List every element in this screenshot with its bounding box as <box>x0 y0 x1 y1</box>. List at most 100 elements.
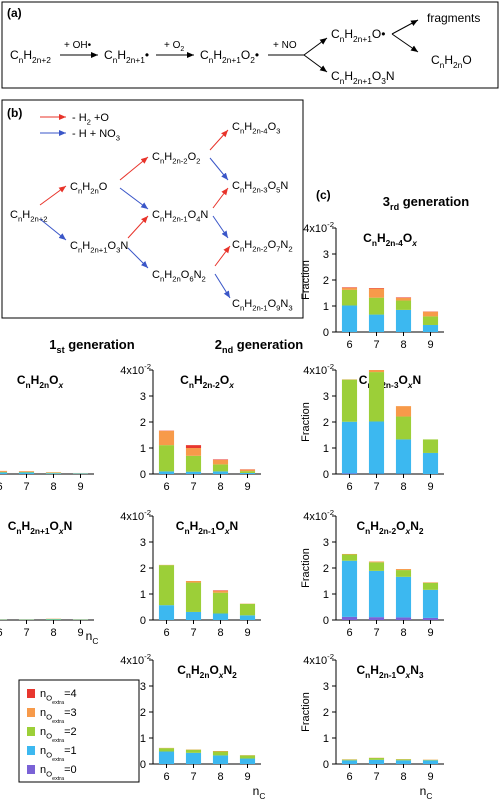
x-tick-label: 9 <box>77 627 83 639</box>
bar-segment <box>368 561 385 563</box>
bar-segment <box>368 370 385 373</box>
bar-segment <box>18 471 35 473</box>
x-tick-label: 7 <box>373 771 379 783</box>
bar-segment <box>422 582 439 590</box>
x-tick-label: 6 <box>346 627 352 639</box>
x-tick-label: 9 <box>77 481 83 493</box>
x-tick-label: 8 <box>50 627 56 639</box>
gen3-heading: 3rd generation <box>383 194 469 212</box>
bar-segment <box>185 749 202 753</box>
species-b-c4: CnH2n-1O9N3 <box>232 298 293 313</box>
bar-segment <box>341 759 358 761</box>
bar-segment <box>422 439 439 453</box>
bar-segment <box>395 760 412 764</box>
y-tick-label: 3 <box>323 681 329 693</box>
x-tick-label: 8 <box>400 339 406 351</box>
legend-label: nOextra=2 <box>40 726 77 744</box>
chart-0: 3 2 1 0 4x10-2 Fraction CnH2n-4Ox 6 7 8 9 <box>300 220 444 351</box>
x-tick-label: 6 <box>0 481 3 493</box>
legend-blue-label: - H + NO3 <box>72 128 120 143</box>
y-tick-label: 0 <box>323 469 329 481</box>
species-a-s2: CnH2n+1• <box>104 48 149 65</box>
species-b-b2: CnH2n-1O4N <box>152 209 208 224</box>
bar-segment <box>185 471 202 474</box>
chart-5: 3 2 1 0 4x10-2 CnH2n-1OxN 6 7 8 9 <box>120 508 261 639</box>
panel-c-label: (c) <box>316 188 331 202</box>
chart-title: CnH2n-4Ox <box>363 231 417 248</box>
bar-segment <box>395 416 412 440</box>
bar-segment <box>239 758 256 764</box>
xlabel-gen1: nC <box>86 629 99 646</box>
x-tick-label: 6 <box>163 627 169 639</box>
y-tick-label: 3 <box>140 537 146 549</box>
bar-segment <box>45 472 62 473</box>
y-tick-label: 3 <box>323 391 329 403</box>
y-tick-label: 3 <box>140 391 146 403</box>
y-tick-label: 1 <box>323 301 329 313</box>
y-tick-label: 2 <box>140 563 146 575</box>
bar-segment <box>368 759 385 764</box>
y-tick-label: 1 <box>323 443 329 455</box>
x-tick-label: 7 <box>373 627 379 639</box>
y-tick-label-top: 4x10-2 <box>120 652 151 667</box>
chart-2: 3 2 1 0 4x10-2 CnH2n-2Ox 6 7 8 9 <box>120 362 261 493</box>
legend-label: nOextra=0 <box>40 764 77 782</box>
bar-segment <box>212 751 229 756</box>
species-a-s1: CnH2n+2 <box>10 48 51 65</box>
y-tick-label: 0 <box>323 327 329 339</box>
bar-segment <box>395 570 412 577</box>
bar-segment <box>341 289 358 306</box>
bar-segment <box>0 470 8 472</box>
x-tick-label: 9 <box>427 771 433 783</box>
y-tick-label-top: 4x10-2 <box>303 652 334 667</box>
x-tick-label: 9 <box>244 627 250 639</box>
bar-segment <box>341 616 358 620</box>
species-a-s7: CnH2nO <box>431 53 472 70</box>
bar-segment <box>341 554 358 561</box>
species-b-c3: CnH2n-2O7N2 <box>232 239 293 254</box>
bar-segment <box>341 305 358 332</box>
bar-segment <box>185 445 202 448</box>
species-b-c1: CnH2n-4O3 <box>232 121 280 136</box>
legend: nOextra=4nOextra=3nOextra=2nOextra=1nOex… <box>18 679 140 783</box>
bar-segment <box>395 617 412 620</box>
bar-segment <box>18 471 35 472</box>
y-tick-label-top: 4x10-2 <box>303 220 334 235</box>
y-tick-label: 0 <box>323 759 329 771</box>
chart-title: CnH2n-2OxN2 <box>356 519 423 536</box>
x-tick-label: 7 <box>23 481 29 493</box>
x-tick-label: 7 <box>23 627 29 639</box>
species-b-a1: CnH2nO <box>70 181 108 196</box>
reagent-o2: + O2 <box>164 40 184 53</box>
bar-segment <box>368 297 385 315</box>
bar-segment <box>422 759 439 761</box>
species-b-b3: CnH2nO6N2 <box>152 269 206 284</box>
xlabel-gen2: nC <box>253 784 266 801</box>
bar-segment <box>212 471 229 474</box>
bar-segment <box>395 309 412 332</box>
y-tick-label-top: 4x10-2 <box>120 508 151 523</box>
bar-segment <box>422 617 439 620</box>
y-tick-label: 1 <box>140 443 146 455</box>
x-tick-label: 7 <box>190 771 196 783</box>
y-tick-label: 0 <box>140 759 146 771</box>
bar-segment <box>368 617 385 620</box>
y-tick-label: 1 <box>140 733 146 745</box>
x-tick-label: 7 <box>190 481 196 493</box>
bar-segment <box>45 619 62 620</box>
bar-segment <box>158 430 175 446</box>
legend-swatch <box>27 689 35 698</box>
bar-segment <box>395 300 412 310</box>
bar-segment <box>212 751 229 752</box>
bar-segment <box>395 759 412 761</box>
bar-segment <box>158 445 175 472</box>
y-tick-label: 3 <box>140 681 146 693</box>
bar-segment <box>239 469 256 472</box>
bar-segment <box>422 324 439 332</box>
y-axis-label: Fraction <box>300 692 312 732</box>
bar-segment <box>185 455 202 472</box>
y-tick-label-top: 4x10-2 <box>303 508 334 523</box>
bar-segment <box>212 459 229 465</box>
